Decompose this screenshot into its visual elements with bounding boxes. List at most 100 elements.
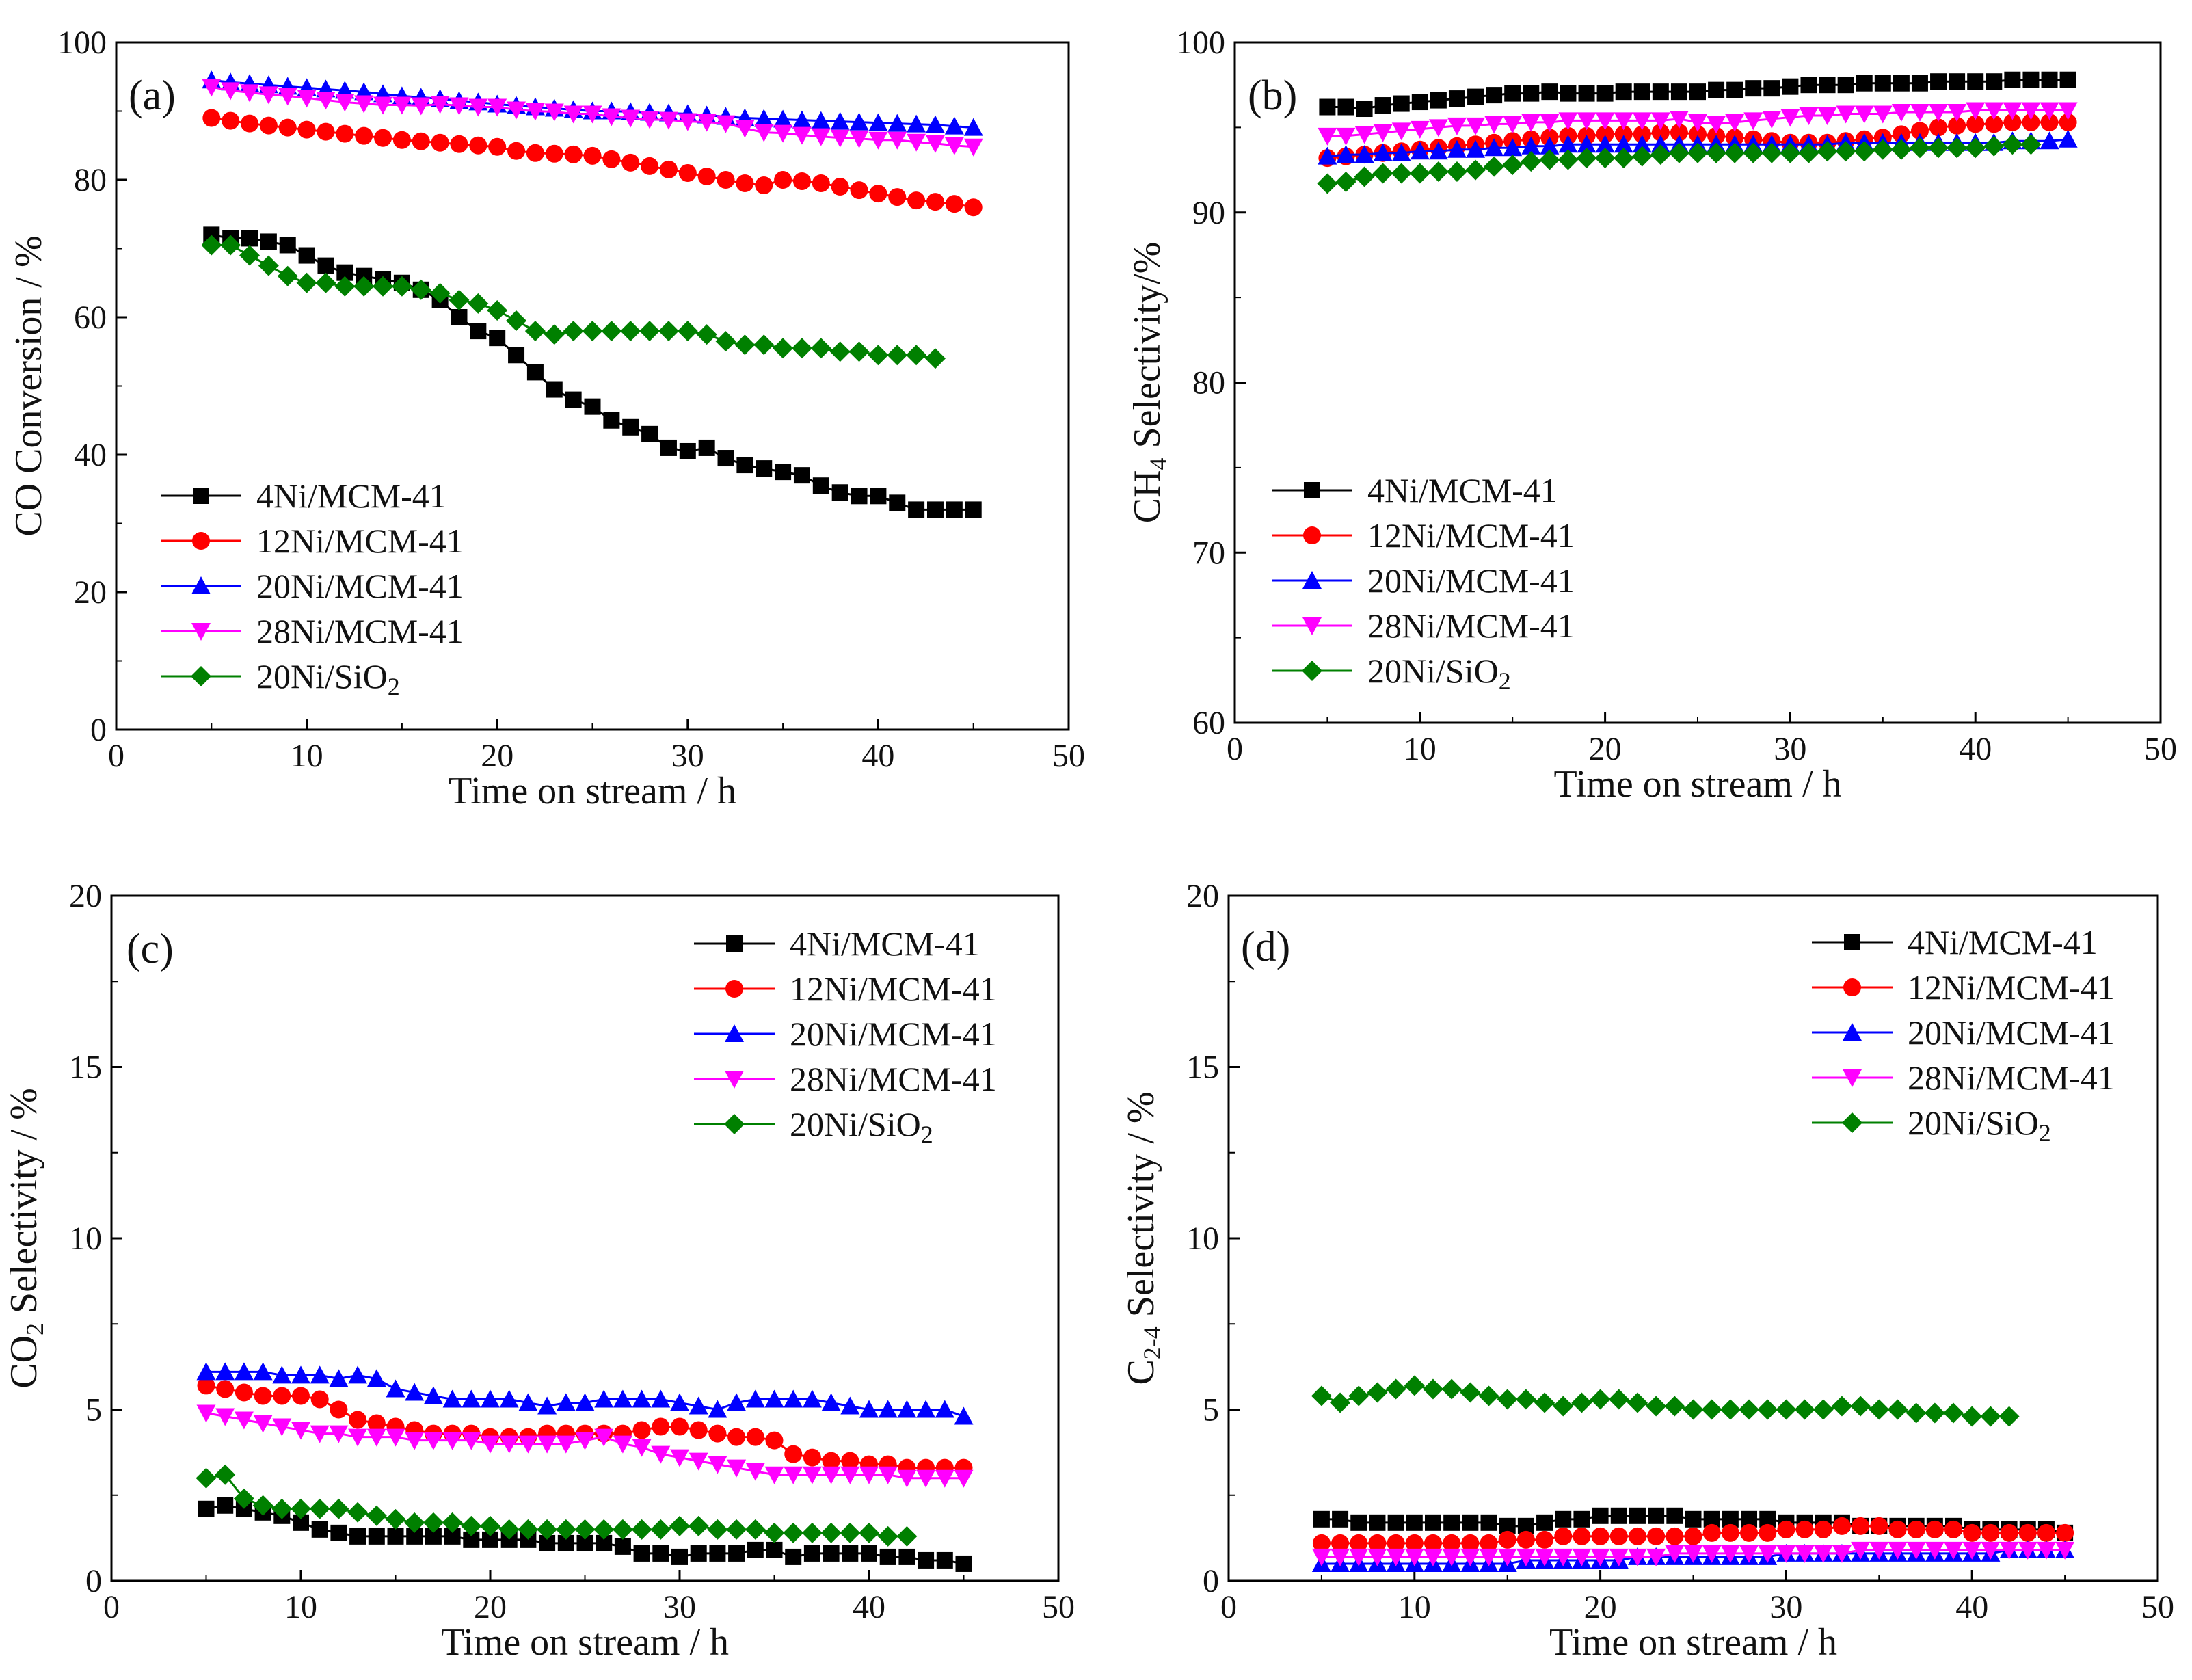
data-point bbox=[450, 135, 468, 153]
data-point bbox=[1683, 1545, 1703, 1563]
data-point bbox=[423, 1386, 443, 1404]
data-point bbox=[366, 1505, 387, 1526]
data-point bbox=[745, 1389, 765, 1408]
x-tick-label: 50 bbox=[2144, 731, 2177, 767]
data-point bbox=[487, 98, 507, 117]
data-point bbox=[670, 1449, 689, 1467]
data-point bbox=[888, 188, 907, 206]
data-point bbox=[1443, 1514, 1460, 1531]
data-point bbox=[678, 163, 697, 182]
data-point bbox=[328, 1498, 349, 1519]
data-point bbox=[2059, 71, 2076, 88]
data-point bbox=[405, 1383, 425, 1401]
data-point bbox=[1373, 143, 1393, 161]
x-tick-label: 40 bbox=[861, 738, 894, 774]
data-point bbox=[196, 1467, 217, 1489]
x-tick-label: 40 bbox=[1955, 1589, 1988, 1625]
data-point bbox=[391, 276, 412, 297]
data-point bbox=[1652, 83, 1669, 101]
data-point bbox=[216, 1380, 235, 1398]
data-point bbox=[785, 1548, 802, 1565]
legend-label: 12Ni/MCM-41 bbox=[256, 522, 464, 560]
data-point bbox=[1890, 139, 1912, 160]
data-point bbox=[639, 321, 660, 342]
data-point bbox=[1708, 81, 1725, 98]
data-point bbox=[1369, 1514, 1386, 1531]
data-point bbox=[878, 1466, 898, 1484]
data-point bbox=[764, 1389, 784, 1408]
data-point bbox=[1832, 1545, 1852, 1563]
data-point bbox=[253, 1415, 273, 1433]
data-point bbox=[234, 1362, 254, 1381]
data-point bbox=[678, 113, 697, 131]
data-point bbox=[887, 131, 907, 150]
data-point bbox=[1981, 1523, 2000, 1542]
data-point bbox=[1386, 1548, 1406, 1566]
data-point bbox=[508, 347, 525, 364]
data-point bbox=[1516, 1530, 1535, 1549]
y-tick-label: 70 bbox=[1192, 535, 1225, 571]
data-point bbox=[1578, 85, 1595, 102]
data-point bbox=[1466, 139, 1486, 158]
data-point bbox=[830, 129, 850, 148]
data-point bbox=[708, 1456, 727, 1474]
data-point bbox=[368, 1528, 385, 1545]
data-point bbox=[272, 1418, 292, 1437]
legend-label: 4Ni/MCM-41 bbox=[1367, 471, 1558, 509]
data-point bbox=[442, 1432, 462, 1450]
panel-label: (b) bbox=[1248, 72, 1297, 119]
data-point bbox=[640, 111, 660, 129]
data-point bbox=[1348, 1385, 1369, 1406]
data-point bbox=[374, 129, 392, 147]
series-4ni-mcm-41 bbox=[203, 226, 982, 518]
data-point bbox=[1558, 149, 1579, 170]
data-point bbox=[736, 457, 753, 474]
data-point bbox=[594, 1428, 614, 1447]
data-point bbox=[1981, 1541, 2001, 1560]
data-point bbox=[792, 110, 812, 129]
data-point bbox=[896, 1525, 918, 1547]
data-point bbox=[1780, 142, 1801, 163]
data-point bbox=[2020, 134, 2042, 155]
data-point bbox=[1966, 102, 1986, 120]
data-point bbox=[563, 105, 583, 124]
data-point bbox=[198, 1500, 215, 1517]
data-point bbox=[802, 1466, 822, 1484]
data-point bbox=[1647, 1527, 1666, 1545]
data-point bbox=[1478, 1385, 1499, 1406]
data-point bbox=[669, 1515, 690, 1536]
data-point bbox=[220, 235, 241, 256]
data-point bbox=[278, 118, 297, 137]
legend-entry: 20Ni/MCM-41 bbox=[161, 567, 464, 605]
legend-entry: 4Ni/MCM-41 bbox=[1272, 471, 1558, 509]
data-point bbox=[468, 98, 488, 117]
data-point bbox=[1724, 142, 1746, 163]
x-tick-label: 20 bbox=[1589, 731, 1622, 767]
y-axis-title: CO Conversion / % bbox=[8, 235, 50, 536]
data-point bbox=[555, 1519, 576, 1540]
data-point bbox=[791, 338, 812, 359]
data-point bbox=[784, 1445, 803, 1463]
data-point bbox=[1592, 1507, 1609, 1524]
data-point bbox=[842, 1545, 859, 1562]
data-point bbox=[2003, 113, 2022, 131]
legend-label: 12Ni/MCM-41 bbox=[790, 970, 997, 1008]
x-tick-label: 10 bbox=[291, 738, 323, 774]
y-axis-title: CH4 Selectivity/% bbox=[1126, 242, 1172, 524]
data-point bbox=[410, 279, 431, 300]
legend-entry: 12Ni/MCM-41 bbox=[161, 522, 464, 560]
data-point bbox=[1313, 1510, 1330, 1528]
data-point bbox=[317, 122, 335, 141]
data-point bbox=[602, 150, 621, 168]
data-point bbox=[470, 323, 487, 340]
data-point bbox=[1465, 159, 1486, 181]
data-point bbox=[1813, 1545, 1833, 1563]
legend-marker bbox=[1844, 934, 1860, 950]
data-point bbox=[1331, 1548, 1350, 1566]
y-tick-label: 100 bbox=[57, 25, 107, 61]
series-12ni-mcm-41 bbox=[1312, 1517, 2074, 1552]
data-point bbox=[1614, 125, 1633, 144]
data-point bbox=[1648, 1507, 1665, 1524]
data-point bbox=[241, 114, 259, 133]
data-point bbox=[291, 1498, 311, 1519]
